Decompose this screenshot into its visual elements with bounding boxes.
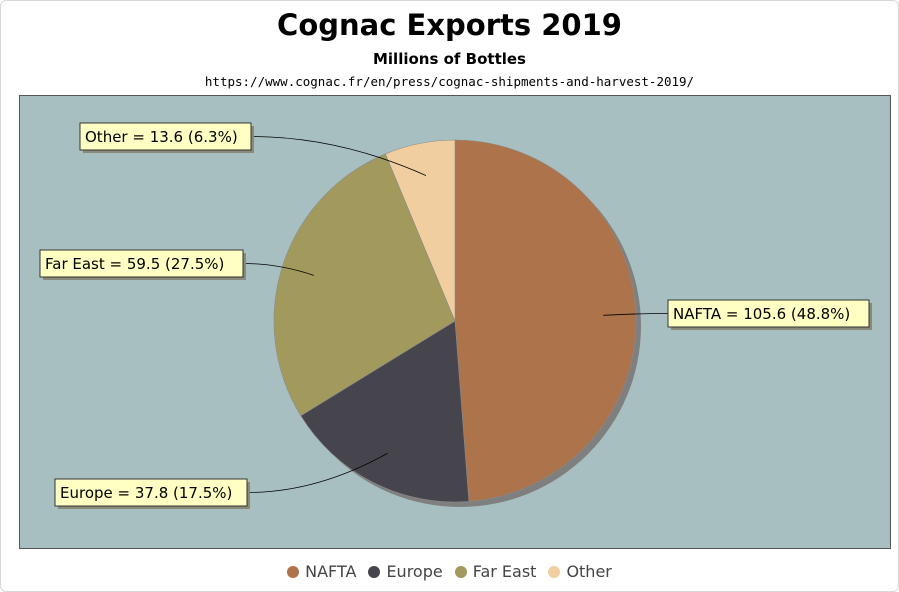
pie-slice-far-east[interactable]	[273, 153, 456, 417]
pie-slice-other[interactable]	[385, 139, 456, 322]
data-label-box	[54, 478, 248, 507]
chart-title: Cognac Exports 2019	[277, 8, 622, 42]
data-label-box	[39, 249, 244, 278]
legend-label: NAFTA	[305, 562, 357, 581]
legend-swatch-icon	[287, 565, 300, 578]
chart-subtitle: Millions of Bottles	[372, 50, 526, 68]
data-label: Other = 13.6 (6.3%)	[85, 128, 238, 146]
legend-item-nafta[interactable]: NAFTA	[287, 562, 356, 581]
plot-area: NAFTA = 105.6 (48.8%) Europe = 37.8 (17.5…	[19, 95, 891, 549]
leader-line	[603, 313, 669, 316]
legend-swatch-icon	[368, 565, 381, 578]
legend-label: Far East	[472, 562, 537, 581]
legend-item-far-east[interactable]: Far East	[454, 562, 537, 581]
leader-line	[250, 136, 427, 176]
data-label-box	[79, 122, 252, 151]
legend-swatch-icon	[454, 565, 467, 578]
pie-slice-europe[interactable]	[300, 320, 470, 503]
leader-line	[246, 452, 388, 493]
data-label: Far East = 59.5 (27.5%)	[45, 255, 224, 273]
legend-label: Europe	[386, 562, 443, 581]
pie-chart: NAFTA = 105.6 (48.8%) Europe = 37.8 (17.5…	[39, 122, 872, 509]
legend-label: Other	[566, 562, 612, 581]
legend: NAFTA Europe Far East Other	[0, 562, 899, 581]
data-label: NAFTA = 105.6 (48.8%)	[673, 305, 850, 323]
chart-source: https://www.cognac.fr/en/press/cognac-sh…	[204, 74, 695, 89]
data-label: Europe = 37.8 (17.5%)	[60, 484, 232, 502]
legend-item-other[interactable]: Other	[548, 562, 612, 581]
legend-swatch-icon	[548, 565, 561, 578]
legend-item-europe[interactable]: Europe	[368, 562, 443, 581]
leader-line	[242, 263, 314, 276]
data-label-box	[667, 299, 870, 328]
pie-slice-nafta[interactable]	[454, 139, 637, 502]
